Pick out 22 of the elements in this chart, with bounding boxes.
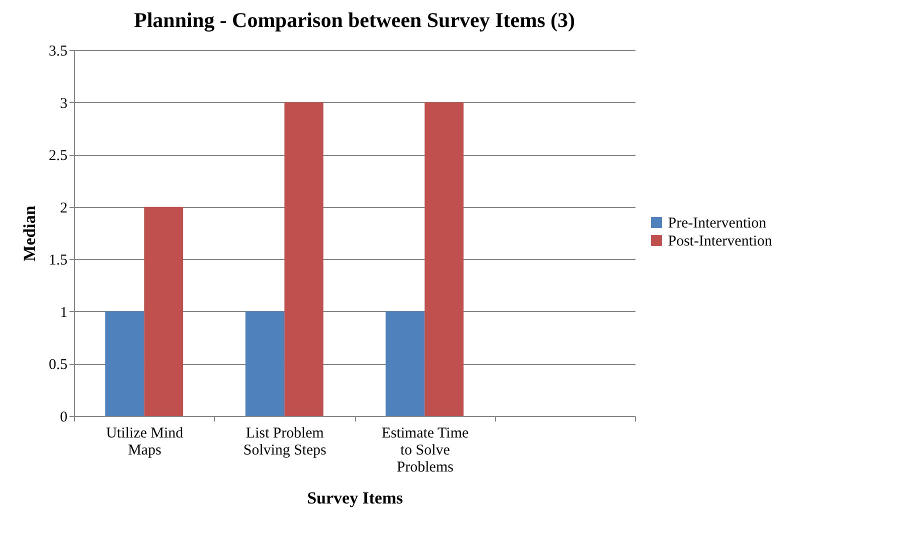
bar	[105, 311, 144, 416]
legend-label: Pre-Intervention	[668, 216, 767, 232]
y-tick-label: 1	[60, 304, 68, 321]
bar	[245, 311, 284, 416]
x-tick-label: List Problem Solving Steps	[243, 426, 326, 458]
y-tick-label: 0	[60, 410, 68, 426]
x-tick-label: Utilize Mind Maps	[106, 426, 184, 458]
y-tick-label: 2	[60, 200, 68, 216]
y-tick-label: 3.5	[48, 44, 68, 60]
bar	[386, 311, 425, 416]
y-tick-label: 1.5	[48, 252, 68, 269]
y-tick-label: 2.5	[48, 148, 68, 164]
y-tick-label: 0.5	[48, 357, 68, 374]
y-axis-title: Median	[20, 205, 39, 262]
x-tick-label: Estimate Time to Solve Problems	[382, 426, 470, 476]
chart-title: Planning - Comparison between Survey Items (3)	[134, 8, 575, 32]
bar	[144, 206, 184, 416]
x-axis-title: Survey Items	[307, 488, 404, 508]
legend-label: Post-Intervention	[668, 234, 773, 250]
bar	[424, 102, 464, 416]
bar	[284, 102, 324, 416]
y-tick-label: 3	[60, 96, 68, 112]
